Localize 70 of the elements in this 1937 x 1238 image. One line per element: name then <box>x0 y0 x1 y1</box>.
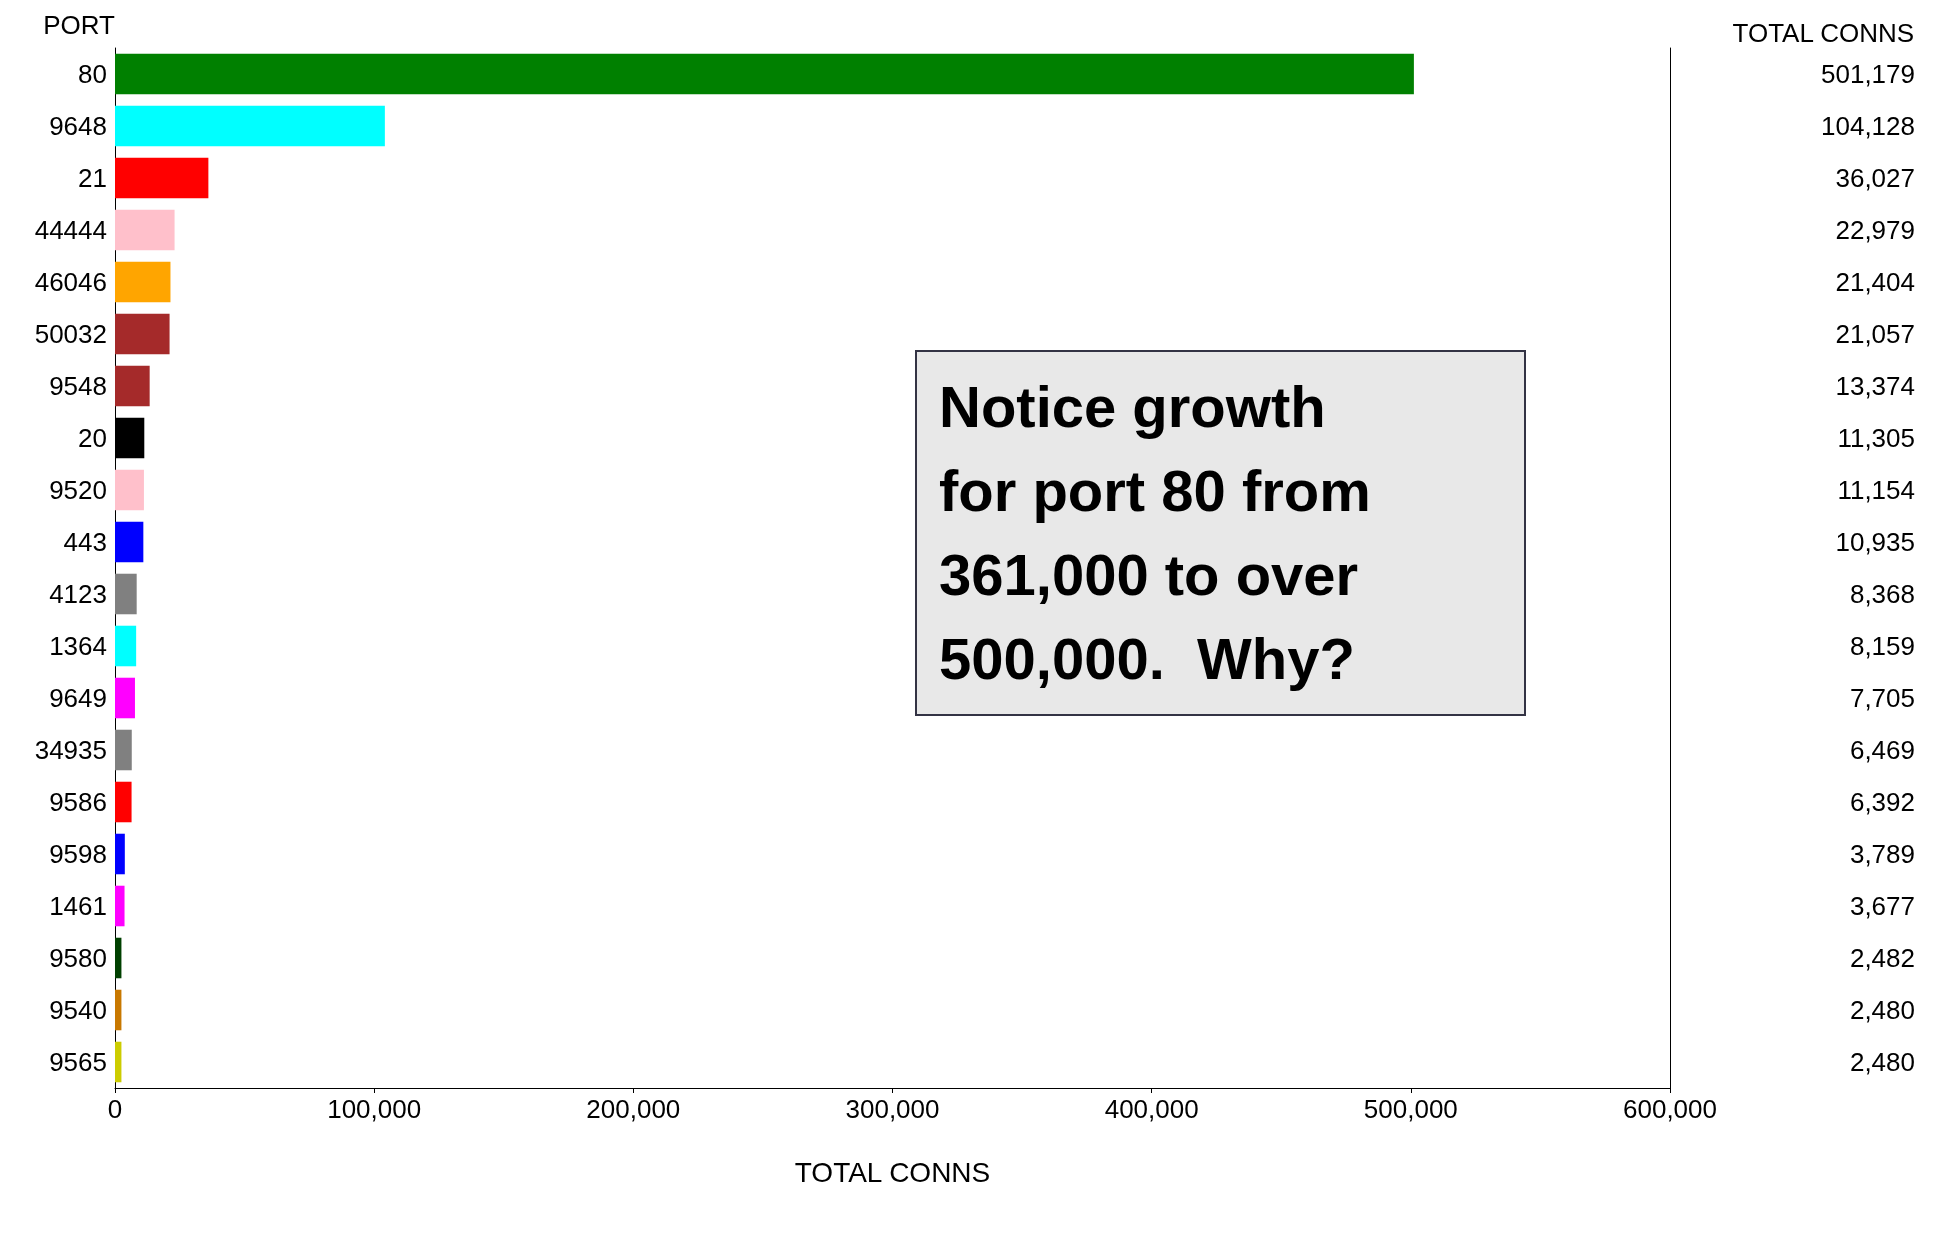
x-tick-label: 100,000 <box>327 1094 422 1124</box>
x-tick-label: 300,000 <box>845 1094 940 1124</box>
y-tick-label: 50032 <box>34 319 107 349</box>
data-label: 13,374 <box>1835 371 1915 401</box>
data-label: 36,027 <box>1835 163 1915 193</box>
y-tick-label: 80 <box>78 59 107 89</box>
bar <box>115 625 137 667</box>
annotation: Notice growth for port 80 from 361,000 to over 500,000. Why? <box>939 373 1387 691</box>
y-tick-label: 1364 <box>49 631 107 661</box>
data-label: 22,979 <box>1835 215 1915 245</box>
y-tick-label: 443 <box>63 527 107 557</box>
data-label: 2,480 <box>1849 1047 1915 1077</box>
bar <box>115 1041 122 1083</box>
bar <box>115 573 137 615</box>
data-label: 3,677 <box>1849 891 1915 921</box>
bar <box>115 781 132 823</box>
data-label: 104,128 <box>1821 111 1915 141</box>
data-label: 3,789 <box>1849 839 1915 869</box>
y-tick-label: 9598 <box>49 839 107 869</box>
y-tick-label: 9649 <box>49 683 107 713</box>
bar <box>115 261 171 303</box>
bar <box>115 729 132 771</box>
y-tick-label: 9540 <box>49 995 107 1025</box>
bar <box>115 885 125 927</box>
data-label: 7,705 <box>1849 683 1915 713</box>
y-tick-label: 9648 <box>49 111 107 141</box>
x-tick-label: 400,000 <box>1104 1094 1199 1124</box>
y-tick-label: 4123 <box>49 579 107 609</box>
data-label: 21,057 <box>1835 319 1915 349</box>
y-tick-label: 34935 <box>34 735 107 765</box>
x-tick-label: 500,000 <box>1363 1094 1458 1124</box>
bar <box>115 937 122 979</box>
data-label: 501,179 <box>1821 59 1915 89</box>
text: TOTAL CONNS <box>794 1156 991 1188</box>
data-label: 2,480 <box>1849 995 1915 1025</box>
bar <box>115 521 144 563</box>
data-label: 8,368 <box>1849 579 1915 609</box>
bar <box>115 313 170 355</box>
y-tick-label: 44444 <box>34 215 107 245</box>
bar <box>115 209 175 251</box>
bar <box>115 157 209 199</box>
data-label: 10,935 <box>1835 527 1915 557</box>
data-label: 6,469 <box>1849 735 1915 765</box>
data-label: 6,392 <box>1849 787 1915 817</box>
data-label: 11,154 <box>1837 475 1915 505</box>
data-label: 11,305 <box>1837 423 1915 453</box>
bar <box>115 105 385 147</box>
bar <box>115 469 144 511</box>
y-tick-label: 9586 <box>49 787 107 817</box>
x-tick-label: 200,000 <box>586 1094 681 1124</box>
y-tick-label: 9520 <box>49 475 107 505</box>
y-tick-label: 21 <box>78 163 107 193</box>
bar <box>115 989 122 1031</box>
y-tick-label: 1461 <box>49 891 107 921</box>
data-label: 8,159 <box>1849 631 1915 661</box>
data-label: 21,404 <box>1835 267 1915 297</box>
x-axis-title: TOTAL CONNS <box>1732 18 1915 48</box>
y-tick-label: 20 <box>78 423 107 453</box>
y-tick-label: 9565 <box>49 1047 107 1077</box>
y-tick-label: 9548 <box>49 371 107 401</box>
y-axis-title: PORT <box>43 10 116 40</box>
bar <box>115 53 1414 95</box>
bar <box>115 365 150 407</box>
bar <box>115 677 135 719</box>
bar <box>115 833 125 875</box>
x-tick-label: 0 <box>107 1094 123 1124</box>
y-tick-label: 9580 <box>49 943 107 973</box>
y-tick-label: 46046 <box>34 267 107 297</box>
x-tick-label: 600,000 <box>1623 1094 1717 1124</box>
data-label: 2,482 <box>1849 943 1915 973</box>
